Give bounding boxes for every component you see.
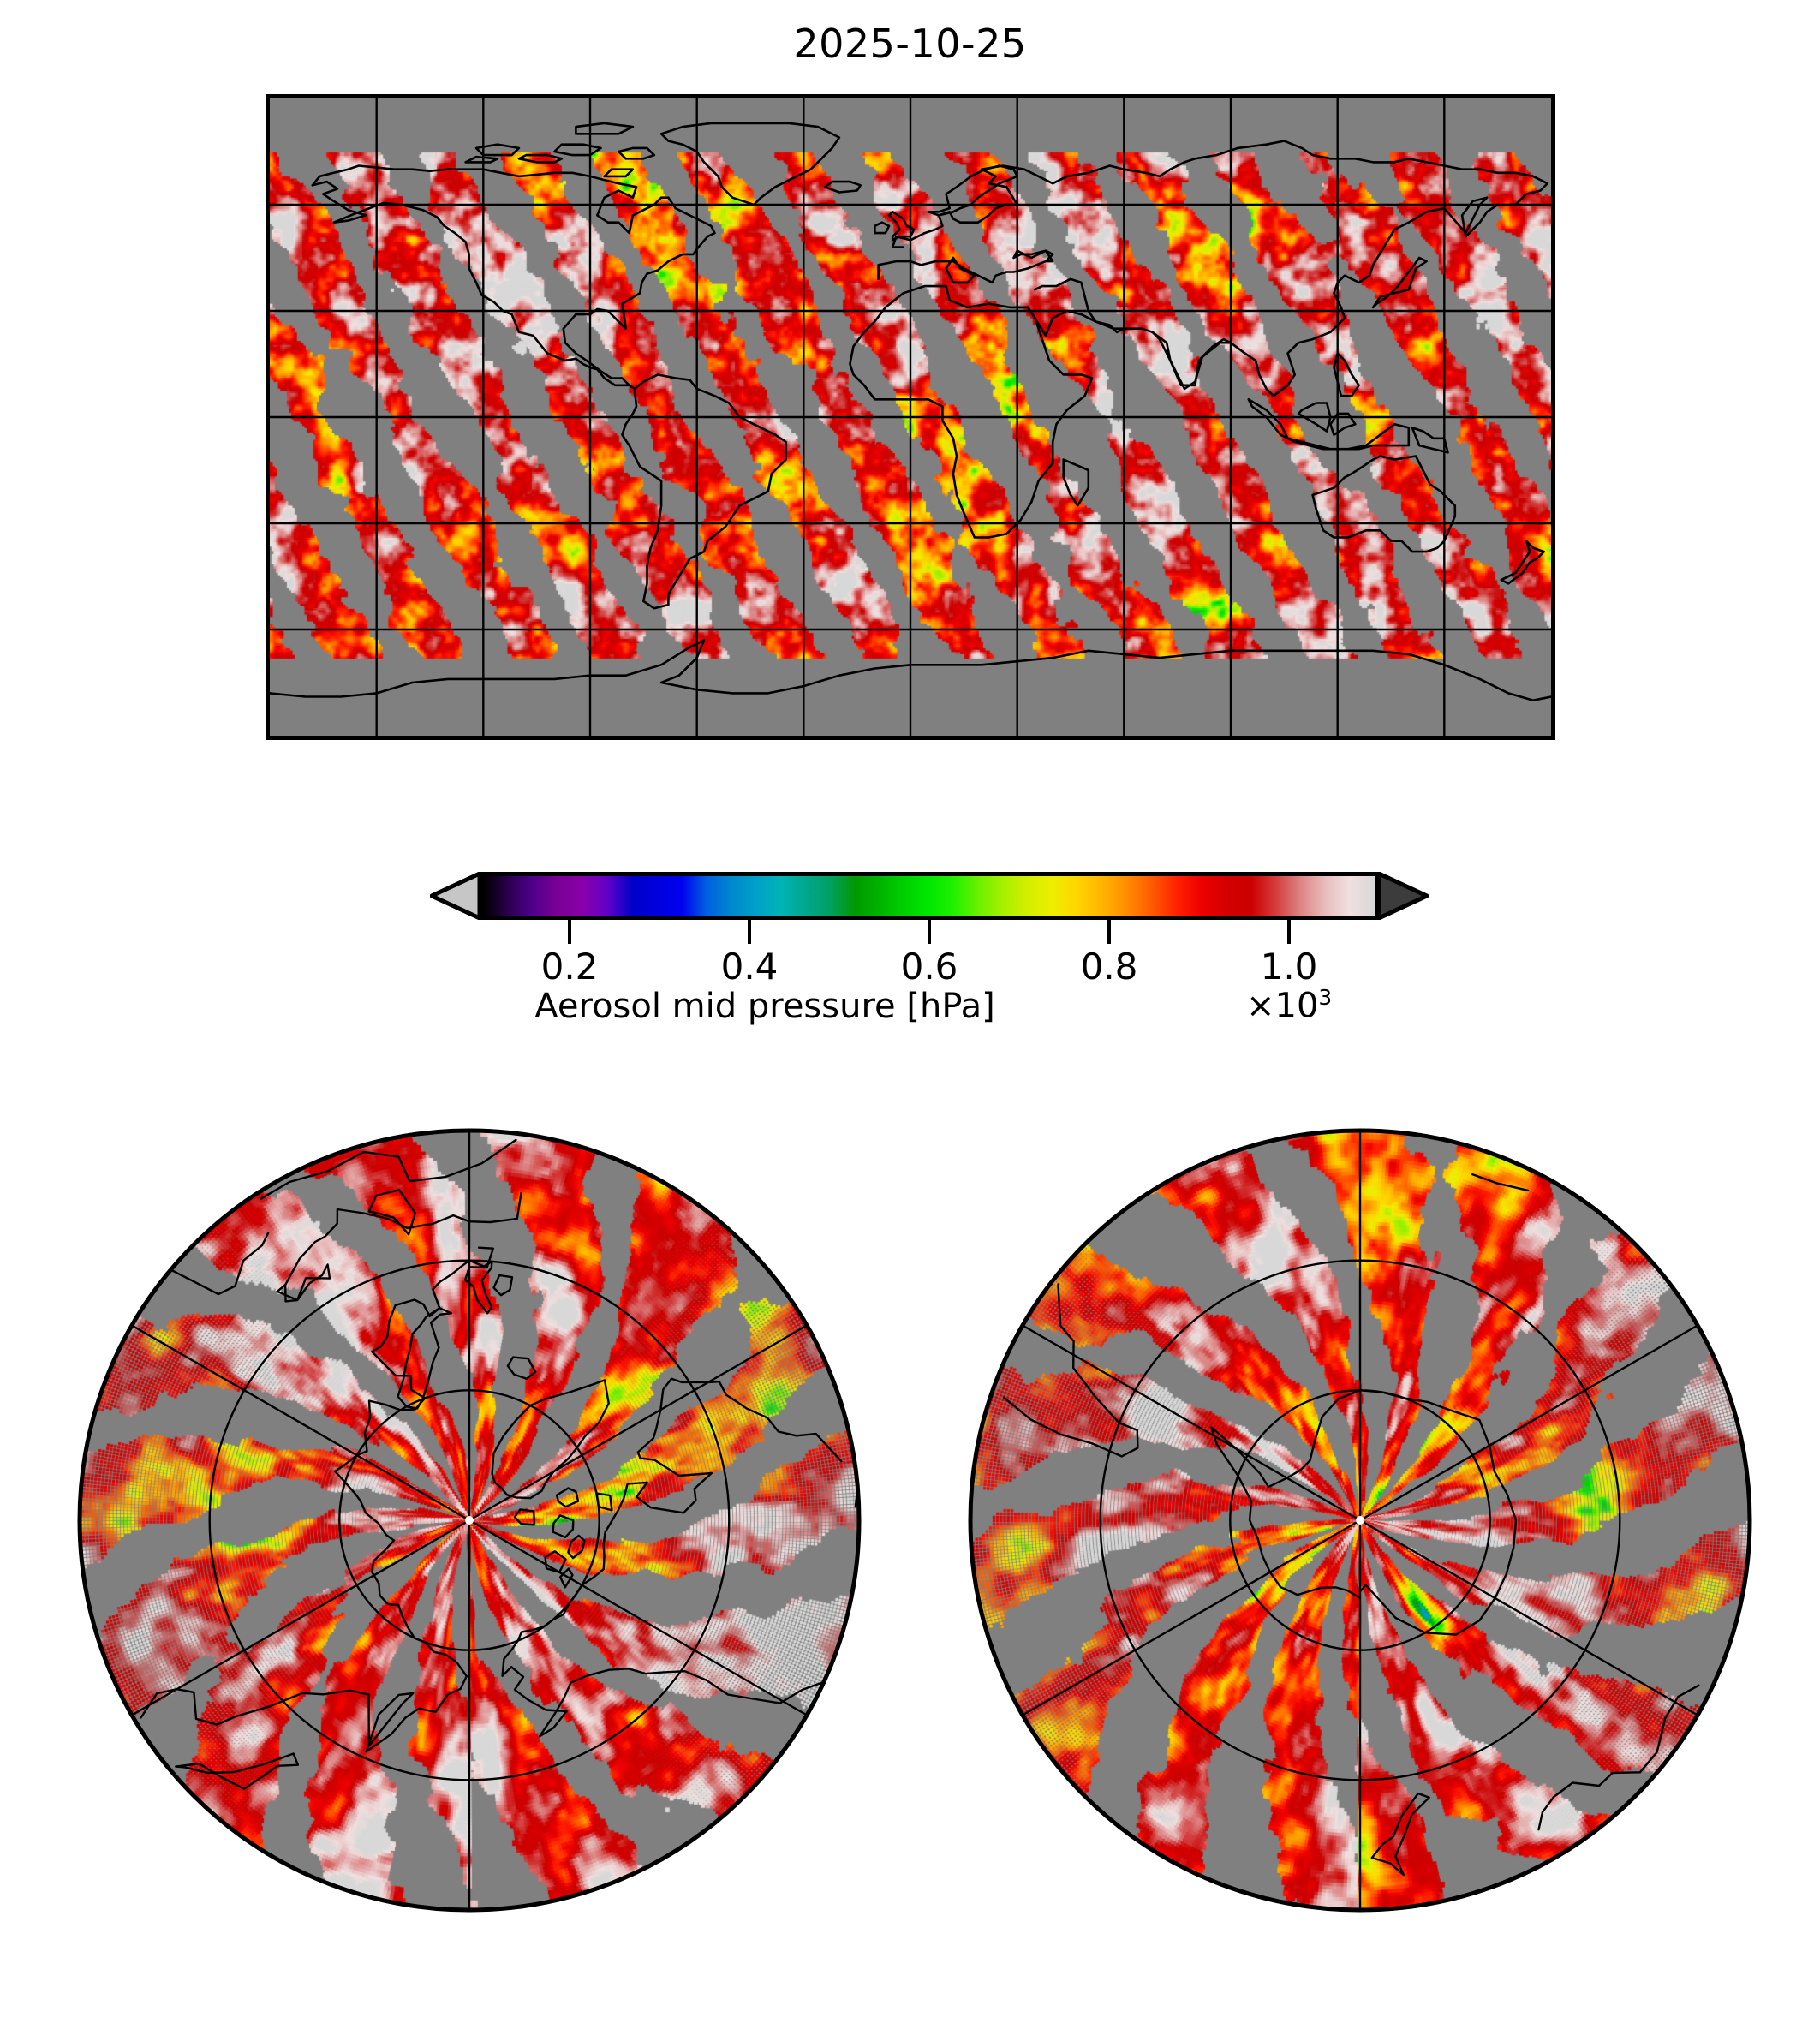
- colorbar-under-arrow: [430, 872, 480, 920]
- colorbar-tick-3: [1107, 920, 1111, 944]
- colorbar-gradient-body: [480, 872, 1379, 920]
- colorbar-tick-label-1: 0.4: [720, 946, 779, 988]
- north-polar-coastlines: [140, 1138, 859, 1790]
- global-gridlines: [270, 98, 1551, 736]
- colorbar-tick-labels: 0.2 0.4 0.6 0.8 1.0: [430, 946, 1429, 990]
- colorbar-tick-2: [928, 920, 931, 944]
- colorbar-tick-4: [1287, 920, 1291, 944]
- colorbar-tick-label-3: 0.8: [1080, 946, 1138, 988]
- colorbar-tick-1: [748, 920, 751, 944]
- colorbar-over-arrow: [1379, 872, 1429, 920]
- global-coastlines: [270, 122, 1551, 701]
- south-polar-map-panel[interactable]: [966, 1126, 1754, 1914]
- north-polar-vector-layer: [77, 1128, 862, 1913]
- colorbar-tick-label-0: 0.2: [540, 946, 599, 988]
- colorbar-offset-mantissa: ×10: [1246, 986, 1319, 1026]
- colorbar-tick-marks: [430, 920, 1429, 949]
- colorbar-axis-label: Aerosol mid pressure [hPa]: [534, 987, 995, 1026]
- north-pole-marker: [465, 1516, 474, 1525]
- colorbar[interactable]: [430, 872, 1429, 920]
- colorbar-tick-label-4: 1.0: [1260, 946, 1318, 988]
- colorbar-tick-0: [568, 920, 571, 944]
- colorbar-tick-label-2: 0.6: [900, 946, 958, 988]
- global-map-clip: [270, 98, 1551, 736]
- figure-title: 2025-10-25: [793, 21, 1027, 67]
- colorbar-offset-exponent: 3: [1318, 985, 1333, 1010]
- north-polar-boundary: [77, 1128, 862, 1913]
- south-polar-boundary: [968, 1128, 1752, 1913]
- south-pole-marker: [1356, 1516, 1364, 1525]
- south-polar-vector-layer: [968, 1128, 1752, 1913]
- south-polar-gridlines: [1022, 1131, 1698, 1910]
- colorbar-offset-text: ×103: [1246, 985, 1332, 1025]
- global-map-panel[interactable]: [266, 94, 1555, 740]
- colorbar-gradient: [484, 876, 1375, 916]
- global-map-vector-layer: [270, 98, 1551, 736]
- north-polar-map-panel[interactable]: [75, 1126, 863, 1914]
- north-polar-gridlines: [131, 1131, 808, 1910]
